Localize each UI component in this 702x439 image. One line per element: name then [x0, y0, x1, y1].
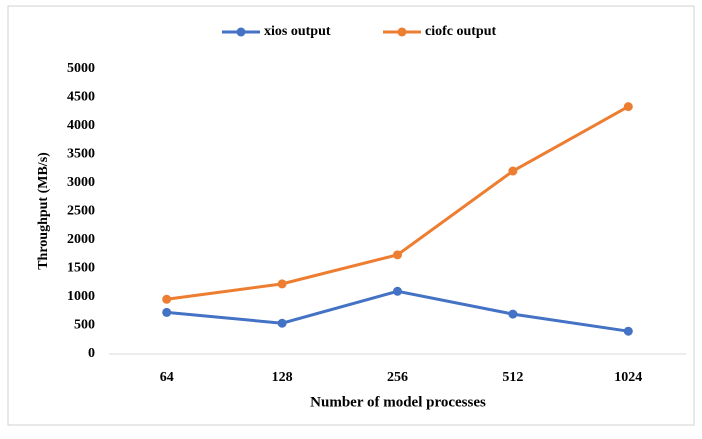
x-tick-label: 256	[387, 370, 408, 385]
y-tick-label: 2000	[67, 232, 95, 247]
y-tick-label: 4500	[67, 90, 95, 105]
x-tick-label: 1024	[614, 370, 642, 385]
legend-marker	[236, 27, 246, 37]
data-point	[508, 166, 518, 176]
legend-label: ciofc output	[425, 24, 497, 39]
chart-border	[7, 5, 695, 426]
legend-label: xios output	[264, 24, 331, 39]
legend-marker	[397, 27, 407, 37]
data-point	[162, 294, 172, 304]
data-point	[162, 307, 172, 317]
x-tick-label: 128	[272, 370, 293, 385]
data-point	[623, 326, 633, 336]
data-point	[277, 318, 287, 328]
y-tick-label: 1000	[67, 289, 95, 304]
data-point	[393, 286, 402, 296]
y-tick-label: 1500	[67, 261, 95, 276]
x-tick-label: 64	[160, 370, 174, 385]
y-axis-title: Throughput (MB/s)	[36, 152, 51, 270]
x-tick-label: 512	[502, 370, 523, 385]
data-point	[623, 102, 633, 112]
x-axis-title: Number of model processes	[310, 394, 486, 410]
y-tick-label: 3000	[67, 175, 95, 190]
y-tick-label: 4000	[67, 118, 95, 133]
data-point	[508, 309, 518, 319]
y-tick-label: 2500	[67, 204, 95, 219]
y-tick-label: 5000	[67, 61, 95, 76]
data-point	[277, 279, 287, 289]
y-tick-label: 3500	[67, 147, 95, 162]
data-point	[393, 250, 402, 260]
y-tick-label: 500	[74, 318, 95, 333]
y-tick-label: 0	[88, 346, 95, 361]
